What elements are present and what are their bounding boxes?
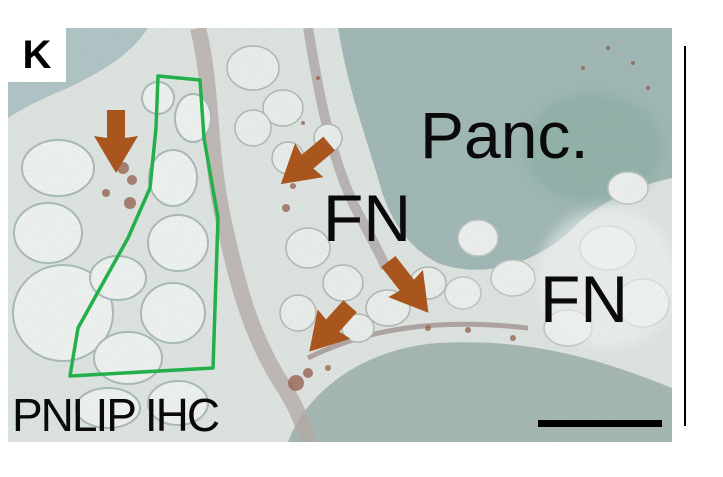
outlined-region	[68, 74, 220, 378]
micrograph	[8, 28, 672, 442]
label-pancreas: Panc.	[420, 98, 589, 172]
scale-bar	[538, 420, 662, 427]
group-bracket-line	[684, 46, 686, 426]
arrow-1	[94, 110, 138, 173]
tissue-image	[8, 28, 672, 442]
arrow-4	[309, 300, 357, 352]
panel-letter: K	[8, 28, 66, 82]
label-stain: PNLIP IHC	[12, 389, 220, 441]
arrow-2	[280, 136, 335, 185]
label-fat-necrosis-1: FN	[323, 181, 411, 255]
arrow-3	[381, 255, 429, 313]
label-fat-necrosis-2: FN	[540, 262, 628, 336]
